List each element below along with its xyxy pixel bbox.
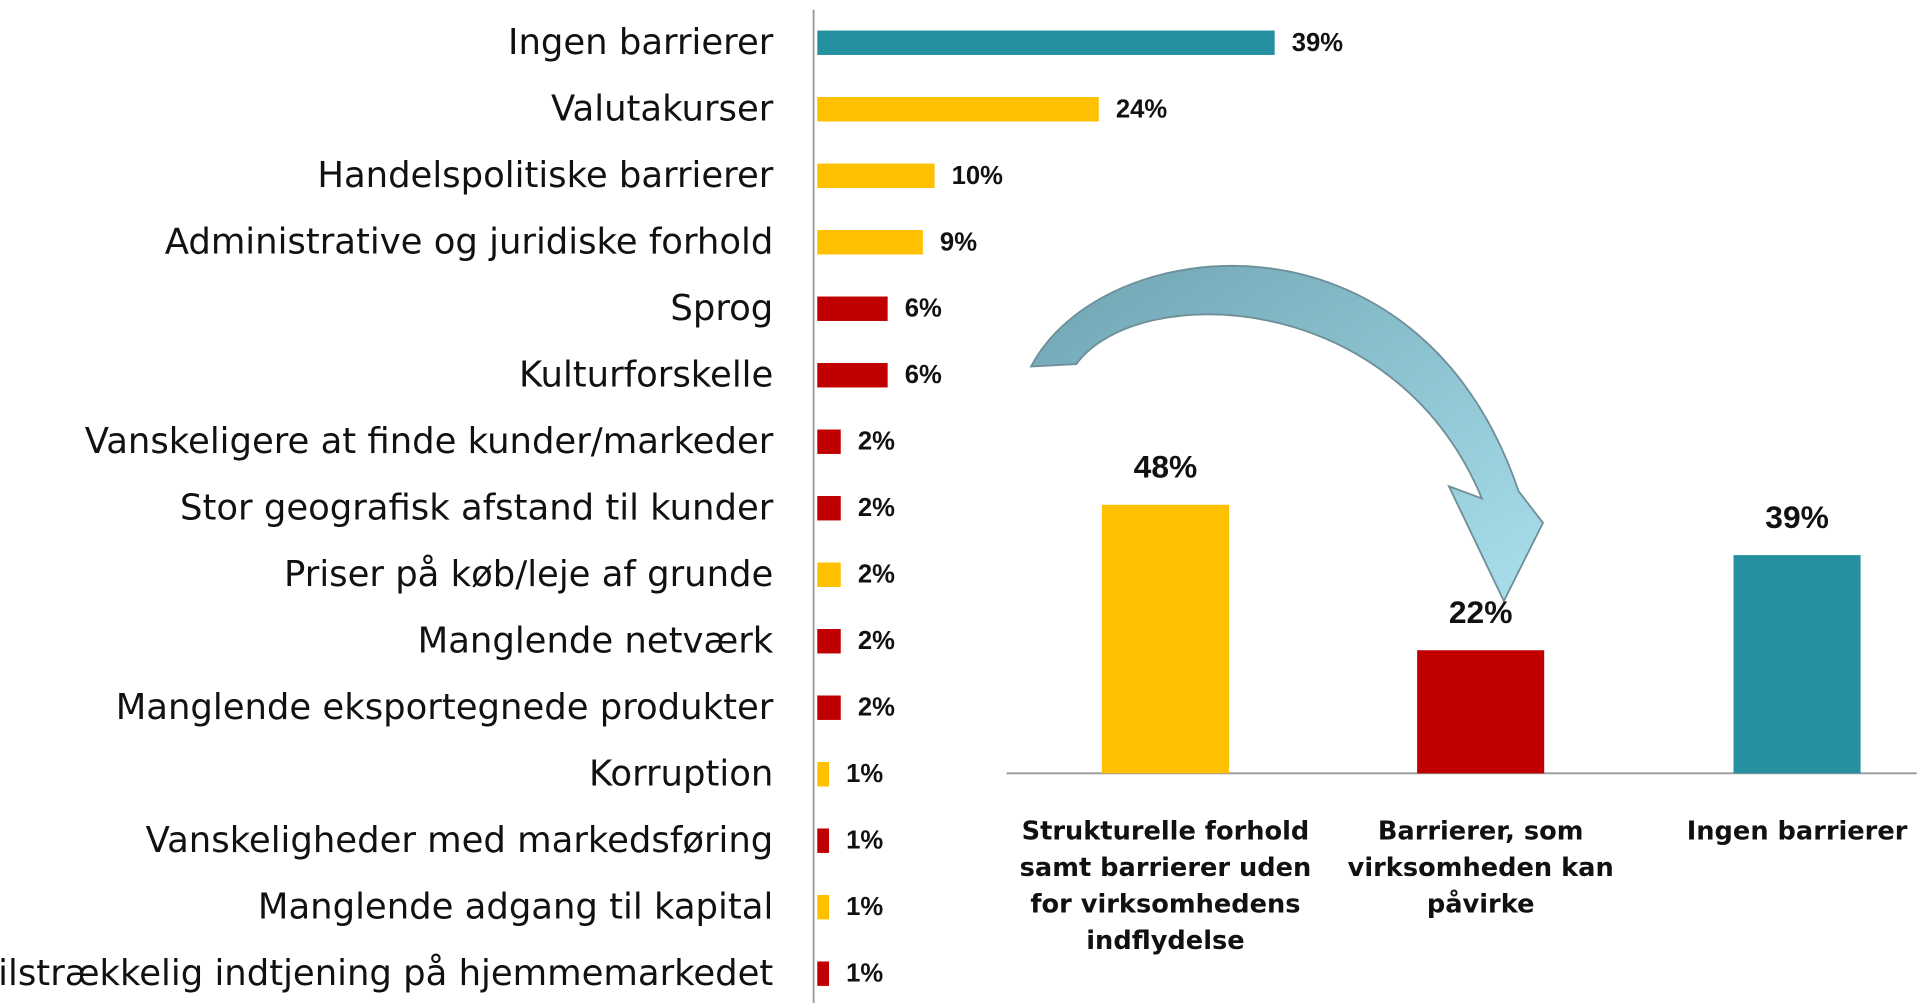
bar [817, 894, 830, 920]
value-label: 1% [846, 960, 883, 988]
bar [817, 828, 830, 853]
category-label: Barrierer, som virksomheden kan påvirke [1347, 816, 1614, 919]
value-label: 1% [846, 893, 883, 921]
category-label: Ingen barrierer [508, 22, 774, 63]
category-label: Priser på køb/leje af grunde [284, 554, 773, 595]
bar [817, 163, 935, 188]
value-label: 2% [858, 694, 895, 722]
bar [817, 230, 923, 255]
bar [817, 429, 841, 454]
value-label: 24% [1116, 95, 1168, 123]
bar [817, 496, 841, 521]
category-label-box: Ingen barrierer [1686, 816, 1908, 846]
category-label: Stor geografisk afstand til kunder [180, 487, 774, 528]
category-label: Handelspolitiske barrierer [317, 155, 773, 196]
value-label: 10% [952, 162, 1004, 190]
value-label: 48% [1134, 449, 1198, 485]
bar [817, 30, 1275, 55]
bar [817, 363, 888, 388]
value-label: 2% [858, 494, 895, 522]
bar [817, 695, 841, 720]
bar [817, 961, 830, 986]
category-label: Ingen barrierer [1686, 816, 1908, 846]
category-label: Vanskeligere at finde kunder/markeder [85, 421, 774, 462]
category-label: Administrative og juridiske forhold [165, 221, 774, 262]
category-label: Korruption [589, 753, 773, 794]
category-label: Sprog [670, 288, 773, 329]
value-label: 22% [1449, 594, 1513, 630]
bar [817, 761, 830, 787]
bar [1733, 555, 1861, 774]
value-label: 1% [846, 827, 883, 855]
category-label: Strukturelle forhold samt barrierer uden… [1019, 816, 1312, 956]
value-label: 9% [940, 228, 977, 256]
value-label: 6% [905, 295, 942, 323]
value-label: 6% [905, 361, 942, 389]
category-label: Manglende adgang til kapital [258, 886, 773, 927]
category-label: Manglende eksportegnede produkter [116, 687, 774, 728]
bar [817, 296, 888, 321]
bar [1417, 650, 1545, 774]
value-label: 39% [1292, 29, 1344, 57]
category-label-box: Strukturelle forhold samt barrierer uden… [1019, 816, 1312, 956]
category-label: Valutakurser [551, 88, 774, 129]
bar [817, 97, 1099, 122]
category-label-box: Barrierer, som virksomheden kan påvirke [1347, 816, 1614, 919]
value-label: 2% [858, 561, 895, 589]
category-label: Manglende netværk [418, 620, 774, 661]
bar [1101, 504, 1229, 774]
category-label: Kulturforskelle [519, 354, 773, 395]
bar [817, 629, 841, 654]
bar [817, 562, 841, 587]
category-label: Utilstrækkelig indtjening på hjemmemarke… [0, 953, 773, 994]
value-label: 2% [858, 627, 895, 655]
value-label: 39% [1765, 499, 1829, 535]
value-label: 2% [858, 428, 895, 456]
arrow [1029, 265, 1545, 604]
category-label: Vanskeligheder med markedsføring [146, 820, 774, 861]
value-label: 1% [846, 760, 883, 788]
